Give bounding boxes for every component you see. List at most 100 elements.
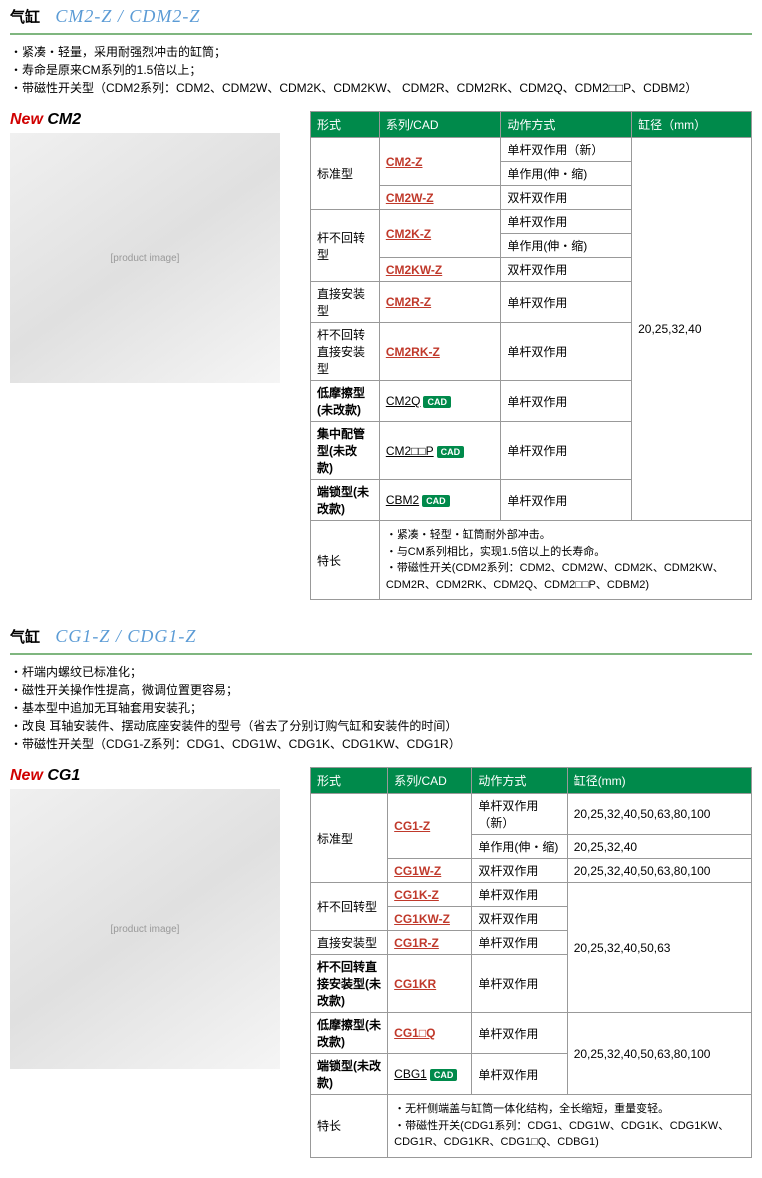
cell-type: 低摩擦型(未改款): [311, 381, 380, 422]
bullet-line: ・带磁性开关型（CDM2系列：CDM2、CDM2W、CDM2K、CDM2KW、 …: [10, 79, 752, 97]
divider: [10, 653, 752, 655]
cell-action: 单杆双作用: [501, 422, 632, 480]
feature-line: 带磁性开关(CDG1系列：CDG1、CDG1W、CDG1K、CDG1KW、CDG…: [394, 1118, 745, 1151]
cell-type: 标准型: [311, 794, 388, 883]
cell-series: CBG1CAD: [388, 1054, 472, 1095]
features-label: 特长: [311, 521, 380, 600]
table-col: 形式 系列/CAD 动作方式 缸径(mm) 标准型 CG1-Z 单杆双作用（新）…: [310, 767, 752, 1158]
series-link[interactable]: CG1KR: [388, 955, 472, 1013]
th-action: 动作方式: [501, 112, 632, 138]
image-col: New CG1 [product image]: [10, 767, 300, 1158]
cell-action: 单杆双作用: [501, 210, 632, 234]
cad-badge[interactable]: CAD: [423, 396, 451, 408]
table-row-features: 特长 无杆侧端盖与缸筒一体化结构，全长缩短，重量变轻。 带磁性开关(CDG1系列…: [311, 1095, 752, 1158]
cell-action: 单杆双作用: [472, 955, 567, 1013]
cell-bore: 20,25,32,40: [632, 138, 752, 521]
cell-bore: 20,25,32,40,50,63,80,100: [567, 1013, 751, 1095]
th-series: 系列/CAD: [388, 768, 472, 794]
series-link[interactable]: CG1R-Z: [388, 931, 472, 955]
cell-series: CM2□□PCAD: [379, 422, 501, 480]
series-link[interactable]: CG1□Q: [388, 1013, 472, 1054]
series-link[interactable]: CBG1: [394, 1067, 427, 1081]
th-type: 形式: [311, 112, 380, 138]
cell-type: 端锁型(未改款): [311, 1054, 388, 1095]
cell-type: 杆不回转型: [311, 883, 388, 931]
cell-type: 直接安装型: [311, 282, 380, 323]
series-link[interactable]: CM2-Z: [379, 138, 501, 186]
series-link[interactable]: CM2□□P: [386, 444, 434, 458]
cad-badge[interactable]: CAD: [422, 495, 450, 507]
series-link[interactable]: CBM2: [386, 493, 419, 507]
new-model: CM2: [47, 111, 81, 128]
new-label: New CG1: [10, 767, 300, 785]
bullet-line: ・基本型中追加无耳轴套用安装孔；: [10, 699, 752, 717]
cell-action: 单作用(伸・缩): [472, 835, 567, 859]
table-row: 标准型 CG1-Z 单杆双作用（新） 20,25,32,40,50,63,80,…: [311, 794, 752, 835]
divider: [10, 33, 752, 35]
bullet-line: ・磁性开关操作性提高，微调位置更容易；: [10, 681, 752, 699]
series-link[interactable]: CG1K-Z: [388, 883, 472, 907]
series-link[interactable]: CG1W-Z: [388, 859, 472, 883]
cell-bore: 20,25,32,40,50,63,80,100: [567, 794, 751, 835]
series-link[interactable]: CG1KW-Z: [388, 907, 472, 931]
cell-type: 杆不回转直接安装型(未改款): [311, 955, 388, 1013]
spec-table: 形式 系列/CAD 动作方式 缸径（mm） 标准型 CM2-Z 单杆双作用（新）…: [310, 111, 752, 600]
feature-line: 无杆侧端盖与缸筒一体化结构，全长缩短，重量变轻。: [394, 1101, 745, 1118]
section-2-title-model: CG1-Z / CDG1-Z: [55, 626, 196, 646]
series-link[interactable]: CM2KW-Z: [379, 258, 501, 282]
cell-action: 单杆双作用: [501, 381, 632, 422]
th-bore: 缸径（mm）: [632, 112, 752, 138]
cell-action: 双杆双作用: [501, 258, 632, 282]
cell-action: 单杆双作用: [472, 883, 567, 907]
section-1-bullets: ・紧凑・轻量，采用耐强烈冲击的缸筒； ・寿命是原来CM系列的1.5倍以上； ・带…: [10, 43, 752, 97]
section-1-content: New CM2 [product image] 形式 系列/CAD 动作方式 缸…: [10, 111, 752, 600]
cell-series: CM2QCAD: [379, 381, 501, 422]
cad-badge[interactable]: CAD: [430, 1069, 458, 1081]
cell-bore: 20,25,32,40,50,63: [567, 883, 751, 1013]
series-link[interactable]: CM2W-Z: [379, 186, 501, 210]
series-link[interactable]: CM2Q: [386, 394, 421, 408]
features-cell: 紧凑・轻型・缸筒耐外部冲击。 与CM系列相比，实现1.5倍以上的长寿命。 带磁性…: [379, 521, 751, 600]
bullet-line: ・杆端内螺纹已标准化；: [10, 663, 752, 681]
cell-action: 单杆双作用（新）: [472, 794, 567, 835]
features-label: 特长: [311, 1095, 388, 1158]
section-1-title: 气缸 CM2-Z / CDM2-Z: [0, 0, 762, 31]
cell-action: 单杆双作用（新）: [501, 138, 632, 162]
cell-action: 单作用(伸・缩): [501, 162, 632, 186]
cell-bore: 20,25,32,40: [567, 835, 751, 859]
new-label: New CM2: [10, 111, 300, 129]
section-2-content: New CG1 [product image] 形式 系列/CAD 动作方式 缸…: [10, 767, 752, 1158]
table-row-features: 特长 紧凑・轻型・缸筒耐外部冲击。 与CM系列相比，实现1.5倍以上的长寿命。 …: [311, 521, 752, 600]
series-link[interactable]: CG1-Z: [388, 794, 472, 859]
cell-bore: 20,25,32,40,50,63,80,100: [567, 859, 751, 883]
th-type: 形式: [311, 768, 388, 794]
cad-badge[interactable]: CAD: [437, 446, 465, 458]
spec-table: 形式 系列/CAD 动作方式 缸径(mm) 标准型 CG1-Z 单杆双作用（新）…: [310, 767, 752, 1158]
cell-action: 单杆双作用: [501, 282, 632, 323]
series-link[interactable]: CM2K-Z: [379, 210, 501, 258]
new-word: New: [10, 767, 43, 784]
bullet-line: ・带磁性开关型（CDG1-Z系列：CDG1、CDG1W、CDG1K、CDG1KW…: [10, 735, 752, 753]
section-2-bullets: ・杆端内螺纹已标准化； ・磁性开关操作性提高，微调位置更容易； ・基本型中追加无…: [10, 663, 752, 753]
cell-type: 杆不回转直接安装型: [311, 323, 380, 381]
cell-type: 标准型: [311, 138, 380, 210]
feature-line: 带磁性开关(CDM2系列：CDM2、CDM2W、CDM2K、CDM2KW、CDM…: [386, 560, 745, 593]
cell-action: 双杆双作用: [472, 859, 567, 883]
cell-type: 端锁型(未改款): [311, 480, 380, 521]
cell-type: 杆不回转型: [311, 210, 380, 282]
cell-series: CBM2CAD: [379, 480, 501, 521]
cell-type: 直接安装型: [311, 931, 388, 955]
section-2: 气缸 CG1-Z / CDG1-Z ・杆端内螺纹已标准化； ・磁性开关操作性提高…: [0, 620, 762, 1158]
cell-action: 单杆双作用: [501, 480, 632, 521]
series-link[interactable]: CM2R-Z: [379, 282, 501, 323]
table-row: 杆不回转型 CG1K-Z 单杆双作用 20,25,32,40,50,63: [311, 883, 752, 907]
feature-line: 与CM系列相比，实现1.5倍以上的长寿命。: [386, 544, 745, 561]
new-model: CG1: [47, 767, 80, 784]
cell-action: 单作用(伸・缩): [501, 234, 632, 258]
th-action: 动作方式: [472, 768, 567, 794]
th-series: 系列/CAD: [379, 112, 501, 138]
series-link[interactable]: CM2RK-Z: [379, 323, 501, 381]
product-image: [product image]: [10, 133, 280, 383]
th-bore: 缸径(mm): [567, 768, 751, 794]
bullet-line: ・紧凑・轻量，采用耐强烈冲击的缸筒；: [10, 43, 752, 61]
